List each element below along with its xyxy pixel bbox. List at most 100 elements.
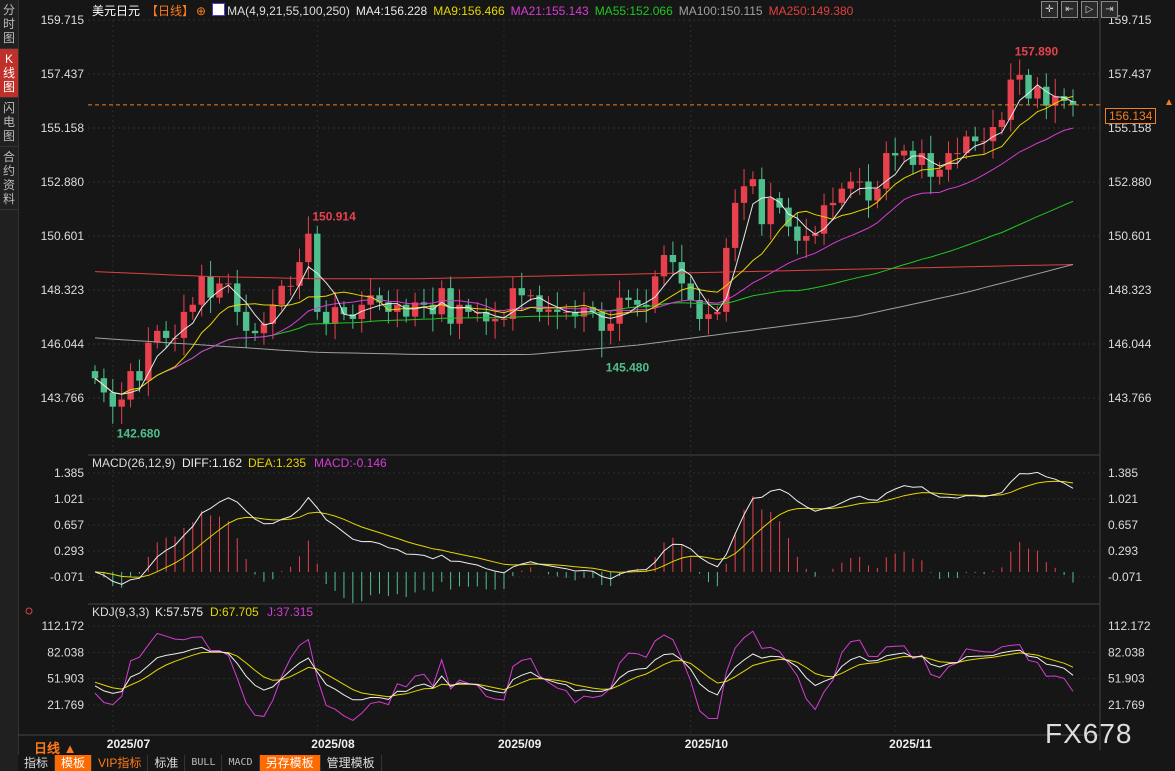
- date-tick-label: 2025/07: [107, 737, 151, 751]
- current-price-tag: 156.134: [1105, 108, 1157, 124]
- bottom-toolbar: 指标 模板 VIP指标 标准 BULL MACD 另存模板 管理模板: [18, 755, 382, 771]
- tab-timeshare[interactable]: 分时图: [0, 0, 18, 49]
- candle-body: [669, 254, 677, 263]
- candle-body: [634, 300, 641, 305]
- candle-body: [456, 304, 463, 324]
- candle-body: [91, 371, 99, 379]
- price-tick-label-left: 143.766: [41, 391, 85, 405]
- candle-body: [162, 330, 170, 338]
- candle-body: [260, 323, 268, 334]
- candle-body: [127, 371, 134, 400]
- candle-body: [883, 153, 890, 189]
- date-tick-label: 2025/10: [685, 737, 729, 751]
- kdj-tick-label-left: 82.038: [47, 645, 84, 659]
- candle-body: [856, 181, 863, 183]
- candle-body: [607, 323, 614, 331]
- candle-body: [936, 169, 943, 177]
- tab-flash[interactable]: 闪电图: [0, 98, 18, 147]
- settings-icon[interactable]: ⊕: [196, 4, 207, 18]
- candle-body: [527, 295, 534, 297]
- tab-kline[interactable]: K线图: [0, 49, 18, 98]
- candle-body: [251, 330, 259, 334]
- toolbar-standard[interactable]: 标准: [148, 755, 186, 771]
- candle-body: [563, 311, 570, 313]
- price-tick-label: 146.044: [1108, 337, 1152, 351]
- toolbar-macd[interactable]: MACD: [222, 755, 260, 771]
- candle-body: [847, 181, 854, 189]
- candle-body: [109, 392, 116, 407]
- toolbar-indicators[interactable]: 指标: [18, 755, 56, 771]
- price-annotation: 145.480: [606, 360, 650, 374]
- macd-tick-label-left: 1.021: [54, 492, 84, 506]
- sidebar: 分时图 K线图 闪电图 合约资料: [0, 0, 19, 771]
- zoom-start-icon[interactable]: ⇤: [1061, 1, 1078, 18]
- candle-body: [891, 153, 899, 156]
- candle-body: [571, 311, 579, 317]
- candle-body: [491, 318, 499, 322]
- toolbar-vip-indicators[interactable]: VIP指标: [92, 755, 149, 771]
- candle-body: [651, 276, 659, 308]
- d-value: D:67.705: [210, 605, 259, 619]
- chart-tools: ✛ ⇤ ▷ ⇥: [1041, 1, 1118, 18]
- zoom-end-icon[interactable]: ⇥: [1101, 1, 1118, 18]
- candle-body: [794, 226, 801, 241]
- candle-body: [171, 337, 179, 339]
- macd-tick-label: 1.021: [1108, 492, 1138, 506]
- macd-tick-label: 0.293: [1108, 544, 1138, 558]
- symbol-name: 美元日元: [92, 4, 141, 18]
- candle-body: [322, 311, 330, 324]
- period-button[interactable]: 日线 ▲: [34, 741, 77, 756]
- candle-body: [687, 283, 694, 301]
- candle-body: [554, 309, 561, 312]
- candle-body: [474, 311, 481, 313]
- candle-body: [500, 318, 508, 320]
- candle-body: [625, 297, 632, 301]
- tab-contract-info[interactable]: 合约资料: [0, 147, 18, 210]
- candle-body: [927, 153, 934, 177]
- candle-body: [331, 307, 339, 324]
- toolbar-template[interactable]: 模板: [55, 755, 93, 771]
- play-icon[interactable]: ▷: [1081, 1, 1098, 18]
- dea-line: [94, 480, 1074, 578]
- arrow-up-icon: ▲: [1164, 97, 1174, 108]
- toolbar-bull[interactable]: BULL: [185, 755, 223, 771]
- macd-tick-label-left: -0.071: [50, 570, 84, 584]
- date-tick-label: 2025/11: [889, 737, 932, 751]
- candle-body: [305, 233, 312, 263]
- kdj-tick-label-left: 51.903: [47, 672, 84, 686]
- candle-body: [447, 288, 454, 324]
- candle-body: [731, 202, 739, 248]
- toolbar-save-template[interactable]: 另存模板: [259, 755, 321, 771]
- crosshair-icon[interactable]: ✛: [1041, 1, 1058, 18]
- candle-body: [598, 311, 605, 331]
- kdj-label: KDJ(9,3,3): [92, 605, 149, 619]
- candle-body: [509, 288, 517, 319]
- candle-body: [723, 247, 730, 312]
- date-tick-label: 2025/08: [311, 737, 355, 751]
- candle-body: [189, 304, 196, 312]
- price-annotation: 150.914: [312, 210, 356, 224]
- candle-body: [963, 136, 970, 154]
- candle-body: [589, 307, 597, 312]
- ma4-value: MA4:156.228: [355, 4, 428, 18]
- candle-body: [972, 136, 979, 142]
- ma250-value: MA250:149.380: [768, 4, 854, 18]
- kdj-tick-label-left: 112.172: [42, 619, 85, 633]
- candle-body: [1007, 79, 1014, 120]
- candle-body: [918, 153, 926, 165]
- ma-indicator-icon[interactable]: [212, 3, 226, 16]
- macd-value: MACD:-0.146: [314, 456, 387, 470]
- candle-body: [402, 304, 410, 317]
- candle-body: [749, 179, 757, 187]
- candle-body: [1016, 74, 1023, 80]
- kdj-tick-label: 21.769: [1108, 698, 1145, 712]
- candle-body: [865, 181, 872, 201]
- candle-body: [269, 304, 277, 324]
- date-tick-label: 2025/09: [498, 737, 542, 751]
- price-tick-label: 155.158: [1108, 121, 1152, 135]
- candle-body: [242, 311, 250, 331]
- price-tick-label-left: 148.323: [41, 283, 85, 297]
- toolbar-manage-templates[interactable]: 管理模板: [320, 755, 382, 771]
- candle-body: [900, 150, 908, 156]
